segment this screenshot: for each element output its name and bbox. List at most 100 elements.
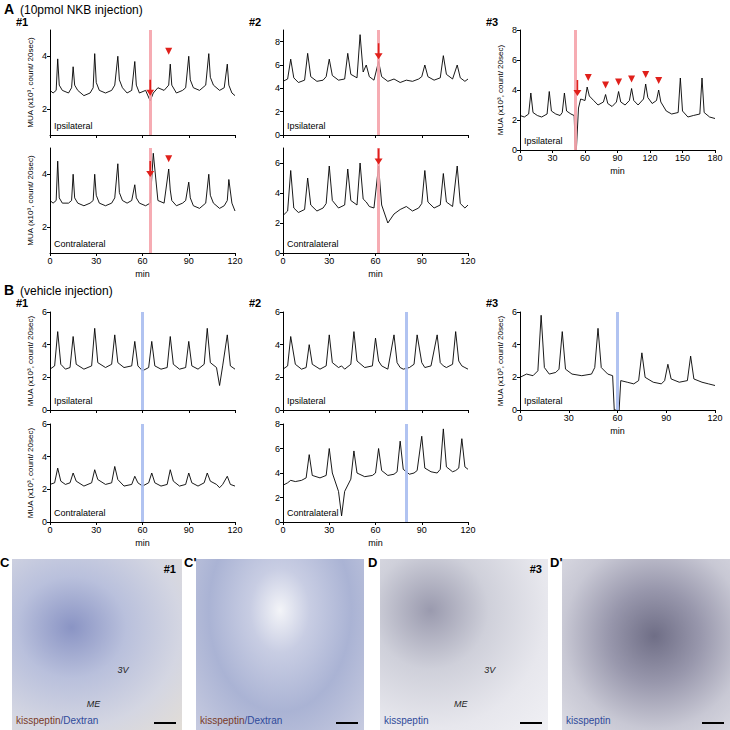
svg-text:2: 2 (275, 493, 280, 503)
svg-text:#3: #3 (486, 297, 498, 309)
svg-text:(vehicle injection): (vehicle injection) (20, 284, 113, 298)
svg-text:30: 30 (324, 525, 334, 535)
svg-text:4: 4 (42, 169, 47, 179)
svg-text:#2: #2 (249, 297, 261, 309)
svg-text:90: 90 (184, 525, 194, 535)
svg-text:MUA (x10³, count/ 20sec): MUA (x10³, count/ 20sec) (26, 316, 35, 407)
svg-text:min: min (610, 426, 625, 436)
svg-text:Ipsilateral: Ipsilateral (524, 136, 563, 146)
svg-text:0: 0 (512, 145, 517, 155)
svg-text:0: 0 (47, 525, 52, 535)
svg-text:0: 0 (47, 256, 52, 266)
svg-text:6: 6 (275, 158, 280, 168)
svg-text:B: B (4, 282, 14, 298)
svg-text:#1: #1 (16, 16, 28, 28)
svg-text:Contralateral: Contralateral (54, 239, 106, 249)
svg-text:30: 30 (324, 256, 334, 266)
svg-text:0: 0 (517, 413, 522, 423)
svg-text:90: 90 (661, 413, 671, 423)
svg-text:2: 2 (512, 372, 517, 382)
svg-text:MUA (x10³, count/ 20sec): MUA (x10³, count/ 20sec) (496, 316, 505, 407)
svg-text:6: 6 (275, 307, 280, 317)
svg-text:Contralateral: Contralateral (287, 239, 339, 249)
svg-text:Ipsilateral: Ipsilateral (524, 396, 563, 406)
svg-text:8: 8 (512, 25, 517, 35)
svg-text:#2: #2 (249, 16, 261, 28)
svg-text:0: 0 (42, 405, 47, 415)
svg-text:30: 30 (91, 525, 101, 535)
svg-text:120: 120 (460, 525, 475, 535)
svg-text:4: 4 (275, 340, 280, 350)
svg-text:MUA (x10³, count/ 20sec): MUA (x10³, count/ 20sec) (26, 155, 35, 246)
svg-text:MUA (x10³, count/ 20sec): MUA (x10³, count/ 20sec) (26, 428, 35, 519)
svg-text:0: 0 (275, 248, 280, 258)
svg-text:90: 90 (417, 256, 427, 266)
svg-text:2: 2 (42, 484, 47, 494)
svg-text:4: 4 (42, 51, 47, 61)
svg-text:#3: #3 (486, 16, 498, 28)
svg-text:A: A (4, 1, 14, 17)
svg-text:120: 120 (460, 256, 475, 266)
svg-text:120: 120 (227, 525, 242, 535)
svg-text:30: 30 (91, 256, 101, 266)
svg-text:0: 0 (42, 517, 47, 527)
svg-text:2: 2 (42, 222, 47, 232)
svg-text:60: 60 (580, 153, 590, 163)
svg-text:8: 8 (275, 419, 280, 429)
svg-text:4: 4 (275, 188, 280, 198)
svg-text:150: 150 (675, 153, 690, 163)
svg-text:Ipsilateral: Ipsilateral (54, 121, 93, 131)
svg-text:4: 4 (42, 340, 47, 350)
svg-text:6: 6 (42, 419, 47, 429)
svg-text:6: 6 (275, 60, 280, 70)
svg-text:min: min (135, 538, 150, 548)
svg-text:0: 0 (512, 405, 517, 415)
svg-text:2: 2 (42, 104, 47, 114)
svg-text:60: 60 (370, 256, 380, 266)
svg-text:4: 4 (275, 83, 280, 93)
svg-text:90: 90 (184, 256, 194, 266)
svg-text:2: 2 (512, 115, 517, 125)
svg-text:60: 60 (612, 413, 622, 423)
svg-text:Ipsilateral: Ipsilateral (287, 121, 326, 131)
svg-text:min: min (610, 166, 625, 176)
svg-text:0: 0 (517, 153, 522, 163)
svg-text:8: 8 (275, 37, 280, 47)
svg-text:min: min (135, 269, 150, 279)
svg-text:#1: #1 (16, 297, 28, 309)
svg-text:MUA (x10³, count/ 20sec): MUA (x10³, count/ 20sec) (496, 45, 505, 136)
svg-text:60: 60 (370, 525, 380, 535)
svg-text:0: 0 (275, 405, 280, 415)
svg-text:Ipsilateral: Ipsilateral (287, 396, 326, 406)
svg-text:0: 0 (280, 525, 285, 535)
svg-text:0: 0 (280, 256, 285, 266)
svg-text:2: 2 (275, 372, 280, 382)
svg-text:6: 6 (275, 444, 280, 454)
svg-text:2: 2 (42, 372, 47, 382)
svg-text:2: 2 (275, 107, 280, 117)
svg-text:min: min (368, 538, 383, 548)
svg-text:90: 90 (417, 525, 427, 535)
svg-text:120: 120 (642, 153, 657, 163)
svg-text:30: 30 (547, 153, 557, 163)
svg-text:4: 4 (512, 85, 517, 95)
svg-text:4: 4 (512, 340, 517, 350)
svg-text:4: 4 (275, 468, 280, 478)
svg-text:60: 60 (137, 525, 147, 535)
svg-text:120: 120 (227, 256, 242, 266)
svg-text:0: 0 (275, 130, 280, 140)
svg-text:min: min (368, 269, 383, 279)
svg-text:0: 0 (275, 517, 280, 527)
svg-text:2: 2 (275, 218, 280, 228)
svg-text:Ipsilateral: Ipsilateral (54, 396, 93, 406)
svg-text:MUA (x10³, count/ 20sec): MUA (x10³, count/ 20sec) (26, 37, 35, 128)
svg-text:Contralateral: Contralateral (54, 508, 106, 518)
svg-text:60: 60 (137, 256, 147, 266)
svg-text:Contralateral: Contralateral (287, 508, 339, 518)
svg-text:4: 4 (42, 452, 47, 462)
svg-text:6: 6 (512, 307, 517, 317)
svg-text:180: 180 (707, 153, 722, 163)
svg-text:(10pmol NKB injection): (10pmol NKB injection) (20, 3, 143, 17)
svg-text:6: 6 (42, 307, 47, 317)
svg-text:90: 90 (612, 153, 622, 163)
